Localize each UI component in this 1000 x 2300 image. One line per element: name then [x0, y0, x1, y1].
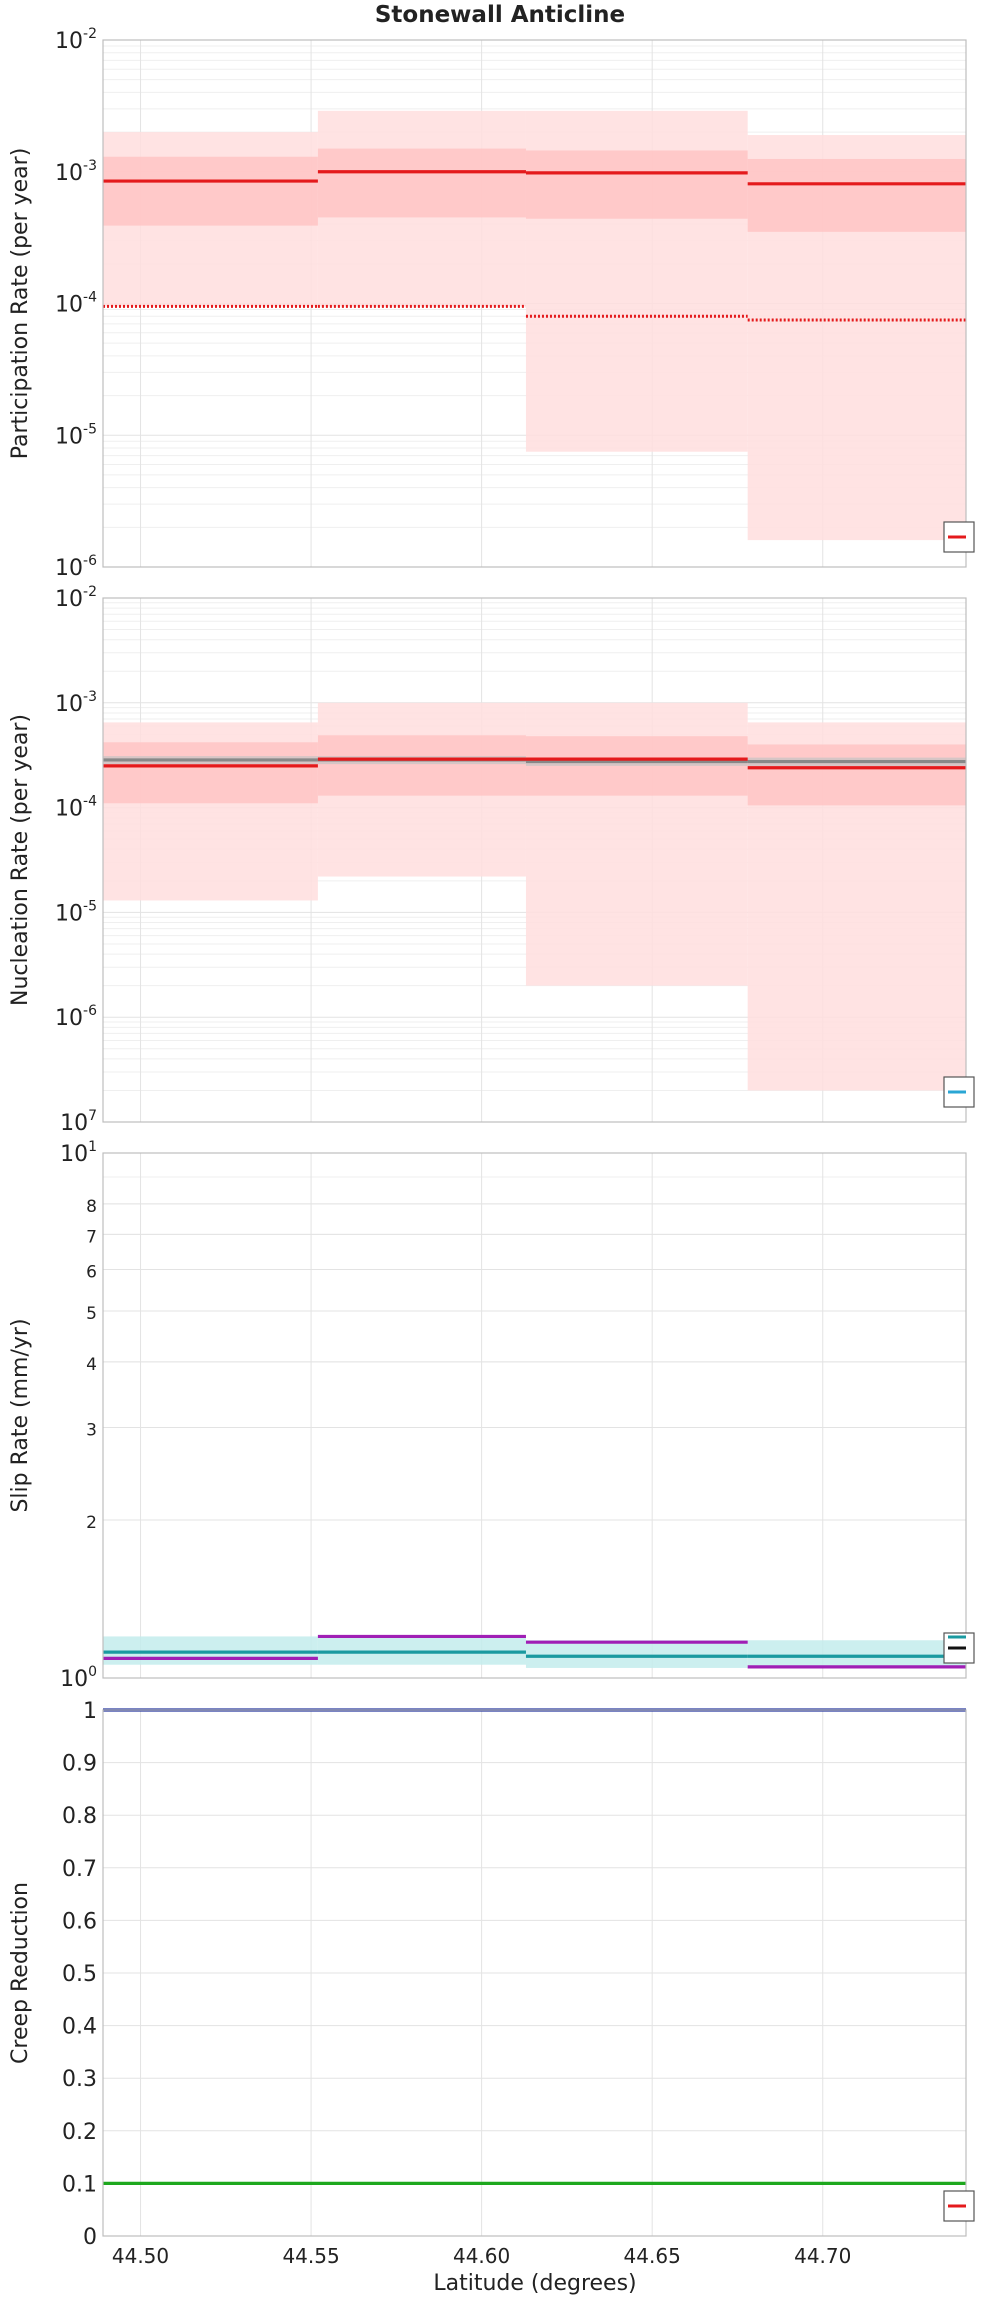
- y-tick-label: 10-4: [55, 794, 97, 822]
- band-inner-range: [525, 150, 748, 219]
- legend: [943, 1076, 975, 1108]
- y-tick-label: 3: [86, 1421, 97, 1441]
- y-tick-label: 10-3: [55, 158, 97, 186]
- plot-frame: [102, 1152, 967, 1679]
- chart-panel-4: 0 0.1 0.2 0.3 0.4 0.5 0.6 0.7 0.8 0.9 1 44.50 44.55 4…: [8, 1699, 975, 2268]
- plot-frame: [102, 1709, 967, 2237]
- y-tick-label: 7: [86, 1227, 97, 1247]
- y-tick-label: 0.5: [62, 1962, 97, 1987]
- y-tick-label: 5: [86, 1304, 97, 1324]
- figure-title: Stonewall Anticline: [375, 2, 625, 28]
- band-inner-range: [103, 156, 318, 226]
- y-tick-label: 10-3: [55, 689, 97, 717]
- band-slip-range: [525, 1640, 748, 1668]
- band-inner-range: [747, 744, 966, 806]
- plot-frame: [102, 597, 967, 1123]
- y-tick-label: 0.7: [62, 1857, 97, 1882]
- y-tick-label: 0.8: [62, 1804, 97, 1829]
- band-inner-range: [317, 148, 526, 218]
- band-inner-range: [317, 735, 526, 796]
- x-tick-label: 44.60: [453, 2244, 510, 2268]
- y-tick-label: 0.2: [62, 2120, 97, 2145]
- x-tick-label: 44.70: [794, 2244, 851, 2268]
- band-inner-range: [525, 736, 748, 796]
- chart-panel-2: 107 10-6 10-5 10-4 10-3 10-2 Nucleation Rate (…: [8, 584, 975, 1136]
- y-tick-label: 1: [83, 1699, 97, 1724]
- y-tick-label: 0.1: [62, 2172, 97, 2197]
- band-slip-range: [747, 1640, 966, 1668]
- y-tick-label: 0.3: [62, 2067, 97, 2092]
- y-tick-label: 100: [60, 1664, 97, 1692]
- y-tick-label: 10-2: [55, 26, 97, 54]
- y-tick-label: 10-2: [55, 584, 97, 612]
- x-tick-label: 44.50: [112, 2244, 169, 2268]
- legend: [943, 1632, 975, 1664]
- y-tick-label: 10-4: [55, 290, 97, 318]
- y-tick-label: 0.9: [62, 1752, 97, 1777]
- plot-area: [103, 1153, 966, 1678]
- y-axis-label: Nucleation Rate (per year): [8, 714, 33, 1006]
- y-tick-label: 2: [86, 1513, 97, 1533]
- x-tick-label: 44.65: [624, 2244, 681, 2268]
- y-tick-label: 10-5: [55, 898, 97, 926]
- x-axis-label: Latitude (degrees): [433, 2271, 636, 2296]
- y-tick-label: 10-6: [55, 553, 97, 581]
- y-tick-label: 0: [83, 2225, 97, 2250]
- y-tick-label: 8: [86, 1197, 97, 1217]
- legend: [943, 2190, 975, 2222]
- band-inner-range: [103, 742, 318, 804]
- y-axis-label: Creep Reduction: [8, 1882, 33, 2064]
- band-inner-range: [747, 158, 966, 232]
- y-tick-label: 6: [86, 1262, 97, 1282]
- y-tick-label: 10-6: [55, 1003, 97, 1031]
- plot-frame: [102, 39, 967, 568]
- y-tick-label: 10-5: [55, 421, 97, 449]
- y-tick-label: 107: [60, 1108, 97, 1136]
- chart-panels: 10-6 10-5 10-4 10-3 10-2 Participation Rate (…: [8, 26, 975, 2268]
- y-tick-label: 4: [86, 1355, 97, 1375]
- y-tick-label: 0.6: [62, 1909, 97, 1934]
- x-tick-label: 44.55: [282, 2244, 339, 2268]
- y-tick-label: 101: [60, 1139, 97, 1167]
- chart-panel-3: 100 2 3 4 5 6 7 8 101 Slip Rate (mm/yr): [8, 1139, 975, 1692]
- legend: [943, 521, 975, 553]
- y-tick-label: 0.4: [62, 2015, 97, 2040]
- chart-panel-1: 10-6 10-5 10-4 10-3 10-2 Participation Rate (…: [8, 26, 975, 581]
- y-axis-label: Participation Rate (per year): [8, 148, 33, 460]
- y-axis-label: Slip Rate (mm/yr): [8, 1318, 33, 1512]
